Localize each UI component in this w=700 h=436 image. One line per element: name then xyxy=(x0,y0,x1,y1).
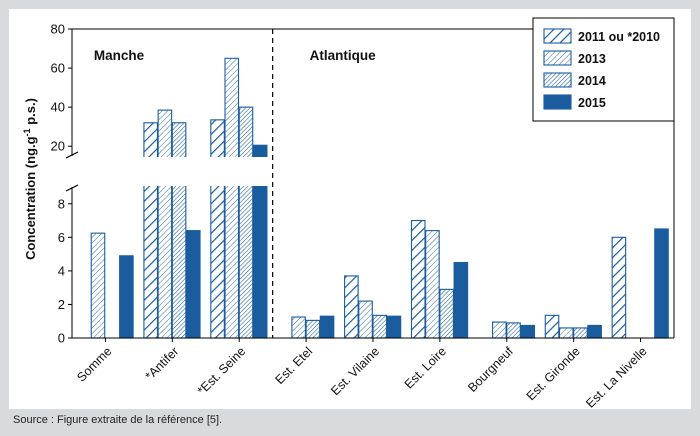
legend-label-3: 2014 xyxy=(578,74,606,88)
x-tick-label-9: Est. La Nivelle xyxy=(583,344,649,409)
bar-2-2 xyxy=(157,109,173,339)
x-tick-label-8: Est. Gironde xyxy=(524,344,583,403)
x-tick-label-4: Est. Etel xyxy=(272,344,315,387)
y-tick-label-40: 40 xyxy=(51,100,65,115)
bar-4-4 xyxy=(319,315,335,339)
bar-3-3 xyxy=(238,106,254,339)
bar-1-8 xyxy=(544,314,560,339)
bar-2-3 xyxy=(224,57,240,339)
y-axis-label: Concentration (ng.g-1 p.s.) xyxy=(22,98,38,260)
bar-3-7 xyxy=(506,322,521,339)
bar-2-4 xyxy=(291,316,306,339)
legend-swatch-3 xyxy=(543,72,572,88)
bar-3-2 xyxy=(171,122,187,339)
bar-1-9 xyxy=(611,236,627,339)
legend-swatch-2 xyxy=(543,50,572,66)
y-tick-label-60: 60 xyxy=(51,61,65,76)
axes-layer xyxy=(65,28,675,342)
bar-3-5 xyxy=(372,314,388,339)
x-tick-label-7: Bourgneuf xyxy=(465,344,516,395)
x-tick-label-2: *Antifer xyxy=(143,344,182,383)
chart-svg: 0 2 4 6 8 20 40 60 80 Somme *Antifer *Est. Seine Est… xyxy=(22,17,675,409)
bar-2-1 xyxy=(90,232,106,339)
y-tick-label-80: 80 xyxy=(51,22,65,37)
bar-4-1 xyxy=(119,255,134,339)
bar-4-7 xyxy=(520,324,536,339)
axis-break-mark-2 xyxy=(65,184,79,192)
bar-2-7 xyxy=(492,321,507,339)
legend-swatch-4 xyxy=(543,94,572,110)
y-tick-label-8: 8 xyxy=(58,196,65,211)
legend-label-1: 2011 ou *2010 xyxy=(578,30,660,44)
legend-label-2: 2013 xyxy=(578,52,606,66)
bar-2-6 xyxy=(425,230,440,339)
bar-4-9 xyxy=(654,228,669,339)
region-label-2: Atlantique xyxy=(310,48,376,63)
bar-3-8 xyxy=(573,327,588,339)
axis-break-gap xyxy=(68,157,674,186)
legend-label-4: 2015 xyxy=(578,96,606,110)
axis-break-mark-1 xyxy=(65,151,79,159)
bar-3-4 xyxy=(305,319,321,339)
bar-1-5 xyxy=(344,275,359,339)
x-tick-label-5: Est. Vilaine xyxy=(328,344,382,398)
bar-4-2 xyxy=(185,230,201,339)
y-tick-label-0: 0 xyxy=(58,331,65,346)
bar-3-6 xyxy=(439,288,454,339)
region-label-1: Manche xyxy=(94,48,145,63)
bar-4-6 xyxy=(453,261,469,339)
y-tick-label-6: 6 xyxy=(58,230,65,245)
x-tick-label-3: *Est. Seine xyxy=(195,344,249,398)
bar-4-8 xyxy=(587,324,602,339)
bar-2-5 xyxy=(358,300,373,339)
y-tick-label-2: 2 xyxy=(58,297,65,312)
bar-2-8 xyxy=(558,327,574,339)
x-tick-label-6: Est. Loire xyxy=(402,344,449,391)
bar-1-6 xyxy=(410,220,426,339)
legend-swatch-1 xyxy=(543,28,572,44)
legend: 2011 ou *2010 2013 2014 2015 xyxy=(532,17,675,122)
y-tick-label-20: 20 xyxy=(51,139,65,154)
y-tick-label-4: 4 xyxy=(58,263,65,278)
bar-1-2 xyxy=(143,122,158,339)
bar-4-5 xyxy=(386,315,402,339)
bar-1-3 xyxy=(210,119,225,339)
source-note: Source : Figure extraite de la référence… xyxy=(13,414,223,426)
x-tick-label-1: Somme xyxy=(74,344,114,384)
